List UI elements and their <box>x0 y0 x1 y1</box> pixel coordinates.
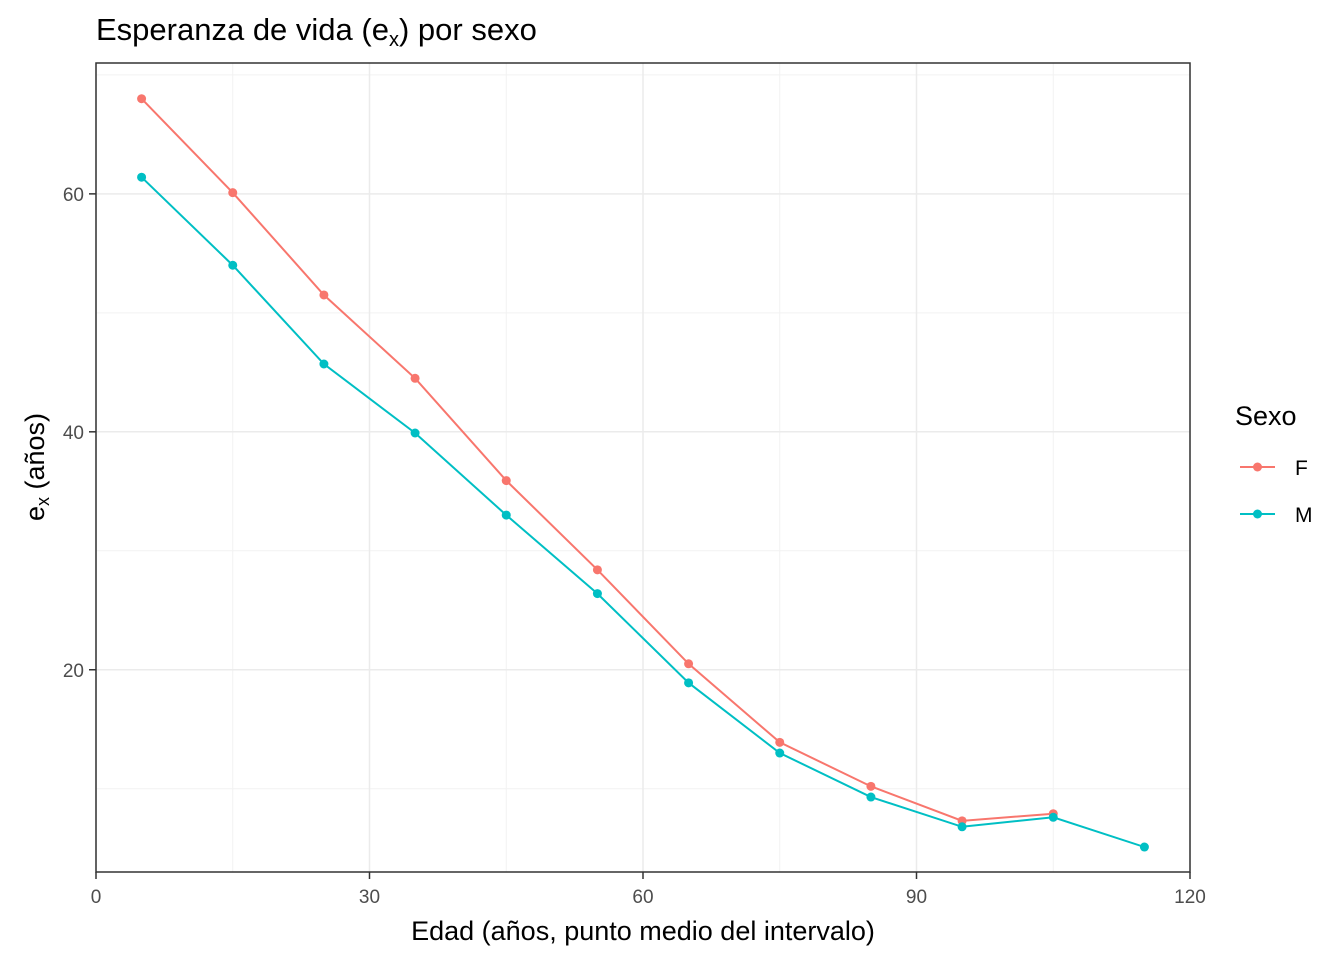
data-point-m <box>137 172 147 182</box>
x-tick-label: 120 <box>1174 887 1206 908</box>
y-tick-label: 20 <box>63 661 84 682</box>
data-point-m <box>1139 842 1149 852</box>
axis-ticks: 0 30 60 90 120 20 40 60 <box>63 185 1206 908</box>
data-point-m <box>775 748 785 758</box>
data-point-m <box>592 589 602 599</box>
x-tick-label: 30 <box>359 887 380 908</box>
data-point-f <box>866 781 876 791</box>
data-point-m <box>684 678 694 688</box>
data-point-m <box>501 510 511 520</box>
legend-key-point-m <box>1253 509 1262 519</box>
series-line-m <box>140 176 1145 848</box>
x-tick-label: 0 <box>91 887 102 908</box>
x-tick-label: 60 <box>632 887 653 908</box>
y-axis-title: ex (años) <box>20 413 53 521</box>
legend-label-f: F <box>1295 457 1308 480</box>
data-point-f <box>684 659 694 669</box>
legend: Sexo FM <box>1235 401 1313 527</box>
data-point-m <box>410 428 420 438</box>
data-point-m <box>866 792 876 802</box>
series-layer <box>137 94 1149 852</box>
legend-label-m: M <box>1295 504 1313 527</box>
x-tick-label: 90 <box>906 887 927 908</box>
data-point-f <box>410 373 420 383</box>
x-axis-title: Edad (años, punto medio del intervalo) <box>411 916 875 946</box>
data-point-f <box>137 94 147 104</box>
data-point-f <box>775 737 785 747</box>
chart-title: Esperanza de vida (ex) por sexo <box>96 12 537 51</box>
data-point-m <box>228 260 238 270</box>
legend-key-point-f <box>1253 462 1262 472</box>
data-point-m <box>319 359 329 369</box>
data-point-f <box>501 476 511 486</box>
data-point-f <box>228 188 238 198</box>
legend-title: Sexo <box>1235 401 1297 431</box>
data-point-m <box>1048 812 1058 822</box>
data-point-f <box>319 290 329 300</box>
legend-items: FM <box>1240 457 1313 527</box>
data-point-f <box>592 565 602 575</box>
y-tick-label: 60 <box>63 185 84 206</box>
data-point-m <box>957 822 967 832</box>
y-tick-label: 40 <box>63 423 84 444</box>
